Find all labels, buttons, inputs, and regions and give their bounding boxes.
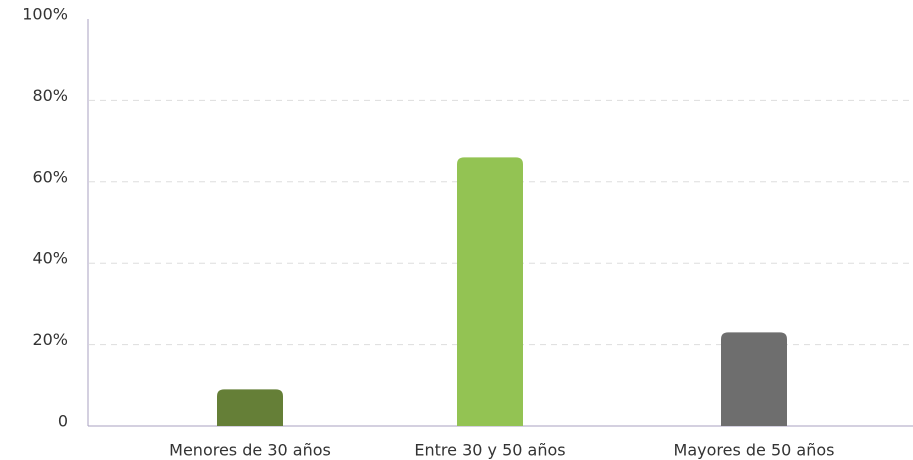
y-tick-label: 0: [58, 412, 68, 431]
y-tick-label: 20%: [32, 330, 68, 349]
y-tick-label: 60%: [32, 167, 68, 186]
x-tick-label: Entre 30 y 50 años: [414, 441, 565, 460]
y-tick-label: 40%: [32, 249, 68, 268]
y-tick-label: 80%: [32, 86, 68, 105]
y-tick-label: 100%: [22, 5, 68, 24]
x-tick-label: Menores de 30 años: [169, 441, 331, 460]
bar: [721, 332, 787, 426]
bar: [217, 389, 283, 426]
x-tick-label: Mayores de 50 años: [674, 441, 835, 460]
bar: [457, 157, 523, 426]
